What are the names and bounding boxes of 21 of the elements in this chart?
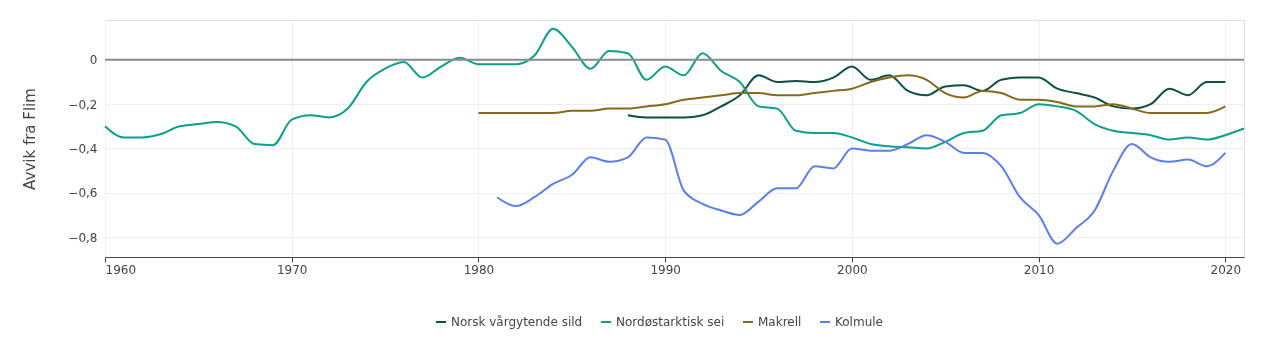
line-series <box>104 27 1245 150</box>
y-tick-label: −0,8 <box>68 230 98 245</box>
legend-label: Kolmule <box>835 315 883 329</box>
x-tick-label: 1970 <box>276 262 308 277</box>
y-tick-label: −0,6 <box>68 186 98 201</box>
x-tick-label: 2000 <box>837 262 868 277</box>
y-tick-label: −0,2 <box>68 97 98 112</box>
line-series <box>477 74 1227 115</box>
x-tick-label: 1960 <box>105 262 137 277</box>
x-tick-label: 2020 <box>1210 262 1242 277</box>
x-tick-label: 2010 <box>1023 262 1055 277</box>
legend-label: Nordøstarktisk sei <box>616 315 725 329</box>
x-tick-label: 1990 <box>650 262 681 277</box>
legend-label: Norsk vårgytende sild <box>451 315 583 329</box>
legend-label: Makrell <box>758 315 802 329</box>
y-tick-label: 0 <box>89 53 98 68</box>
line-series <box>626 65 1227 119</box>
x-tick-label: 1980 <box>463 262 495 277</box>
y-tick-label: −0,4 <box>68 141 98 156</box>
line-series <box>496 134 1227 245</box>
y-axis-title: Avvik fra Flim <box>21 88 40 190</box>
